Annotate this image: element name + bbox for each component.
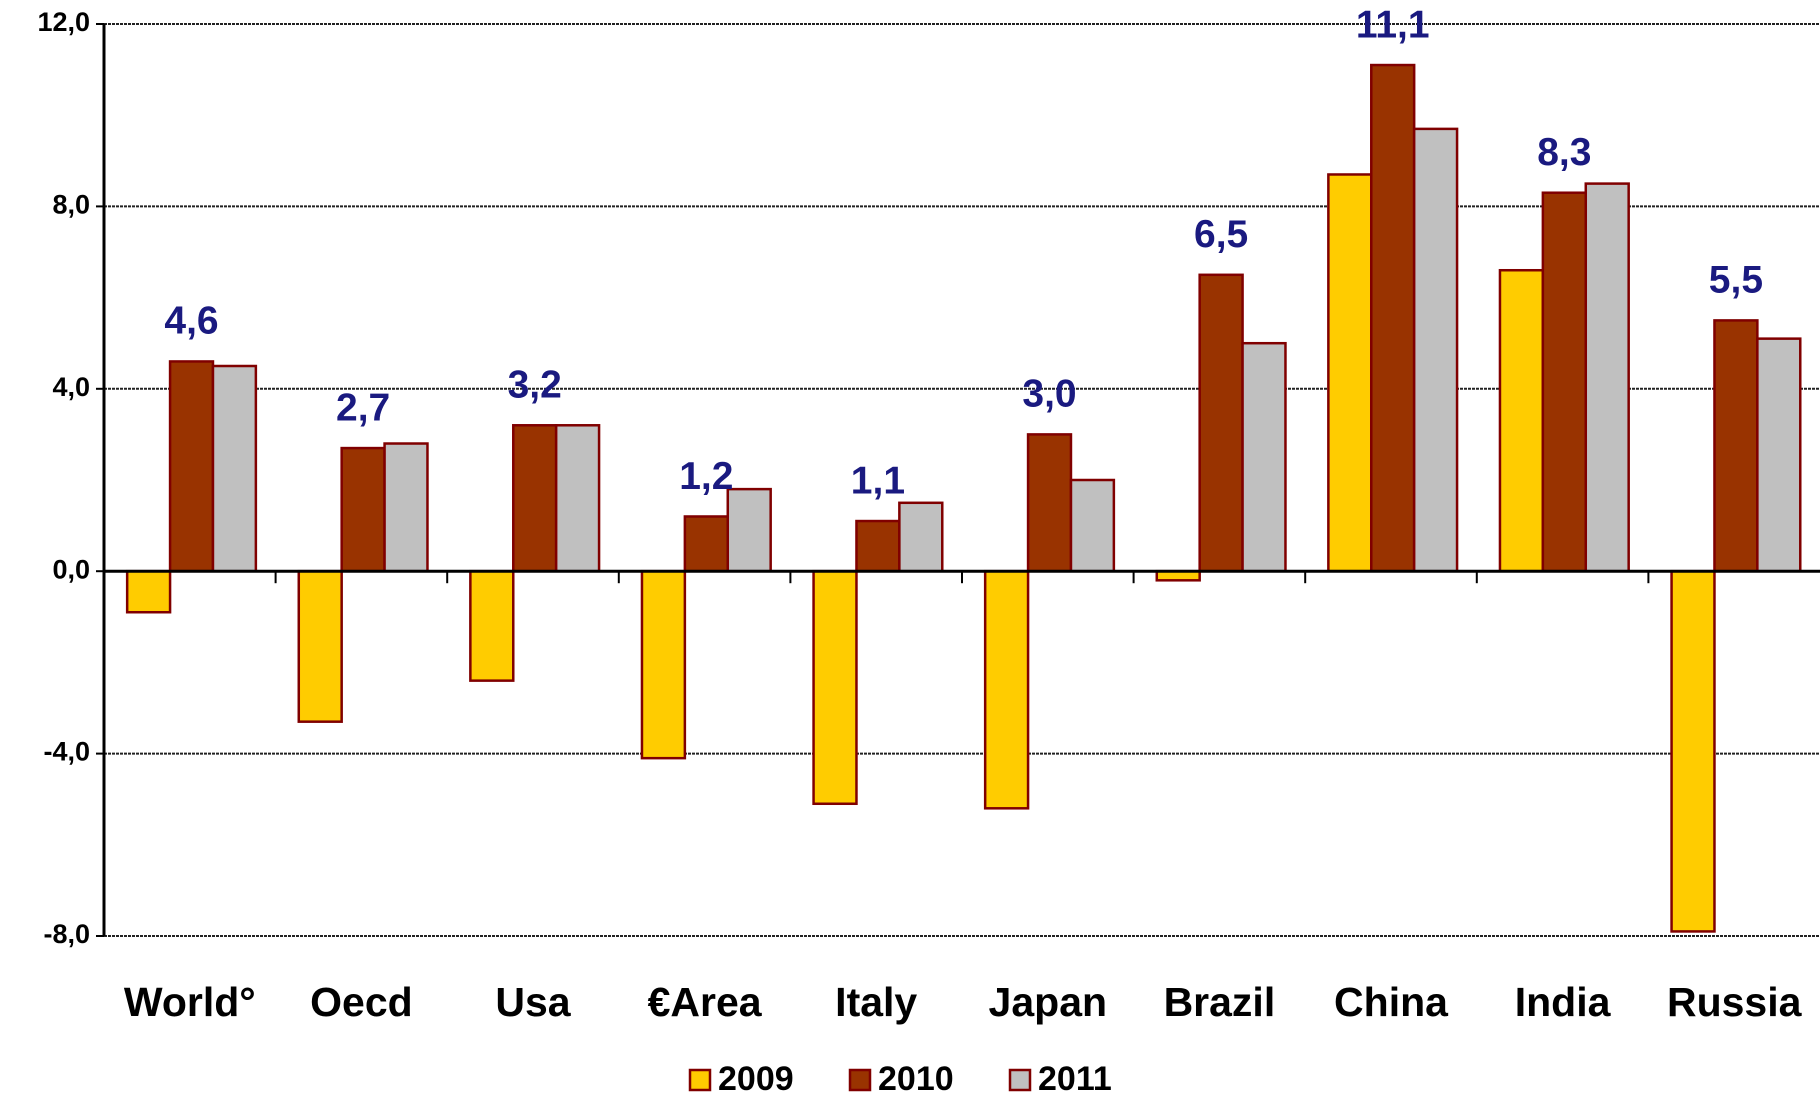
data-label: 3,2 xyxy=(508,364,562,407)
bar xyxy=(855,519,901,573)
bar xyxy=(726,487,772,573)
bar xyxy=(383,442,429,573)
bar xyxy=(1241,341,1287,573)
bar xyxy=(1584,182,1630,573)
data-label: 1,1 xyxy=(851,459,905,502)
bar xyxy=(1026,433,1073,573)
legend-label: 2009 xyxy=(718,1060,794,1098)
legend-swatch xyxy=(688,1068,712,1092)
bar xyxy=(125,569,172,614)
legend-swatch xyxy=(1008,1068,1032,1092)
bar xyxy=(297,569,343,723)
x-tick-label: Brazil xyxy=(1164,979,1276,1025)
legend-label: 2010 xyxy=(878,1060,954,1098)
x-tick-label: €Area xyxy=(648,979,763,1025)
bar xyxy=(1756,337,1802,573)
bar xyxy=(512,424,558,573)
bar xyxy=(1198,273,1244,573)
bar xyxy=(469,569,515,682)
data-label: 4,6 xyxy=(164,300,218,343)
y-tick-label: 8,0 xyxy=(52,190,90,220)
x-tick-label: Japan xyxy=(989,979,1108,1025)
x-tick-label: Oecd xyxy=(310,979,413,1025)
bar xyxy=(1327,173,1373,573)
y-tick-label: -8,0 xyxy=(43,919,90,949)
bar xyxy=(1541,191,1588,573)
data-label: 1,2 xyxy=(679,455,733,498)
data-label: 3,0 xyxy=(1022,373,1076,416)
x-tick-label: Usa xyxy=(495,979,571,1025)
data-label: 2,7 xyxy=(336,386,390,429)
y-tick-label: 4,0 xyxy=(52,372,90,402)
y-tick-label: 12,0 xyxy=(37,7,90,37)
bar xyxy=(1713,319,1759,573)
y-tick-label: 0,0 xyxy=(52,554,90,584)
y-tick-label: -4,0 xyxy=(43,737,90,767)
bar xyxy=(211,364,258,573)
bar xyxy=(983,569,1030,810)
data-label: 5,5 xyxy=(1709,259,1763,302)
bar xyxy=(812,569,858,806)
x-tick-label: Russia xyxy=(1667,979,1803,1025)
legend-label: 2011 xyxy=(1038,1060,1112,1098)
bar xyxy=(340,446,386,573)
x-tick-label: India xyxy=(1515,979,1612,1025)
bar xyxy=(554,424,601,573)
bar xyxy=(640,569,687,760)
bar xyxy=(1069,478,1116,573)
bar xyxy=(898,501,944,573)
bar xyxy=(168,360,215,573)
bar xyxy=(1412,127,1459,573)
data-label: 11,1 xyxy=(1356,3,1430,46)
bar xyxy=(1370,63,1416,573)
bar xyxy=(1670,569,1716,933)
bar xyxy=(683,515,730,573)
x-tick-label: Italy xyxy=(835,979,917,1025)
data-label: 6,5 xyxy=(1194,213,1248,256)
x-tick-label: China xyxy=(1334,979,1449,1025)
legend-swatch xyxy=(848,1068,872,1092)
x-tick-label: World° xyxy=(124,979,256,1025)
bar xyxy=(1498,268,1545,573)
data-label: 8,3 xyxy=(1537,131,1591,174)
